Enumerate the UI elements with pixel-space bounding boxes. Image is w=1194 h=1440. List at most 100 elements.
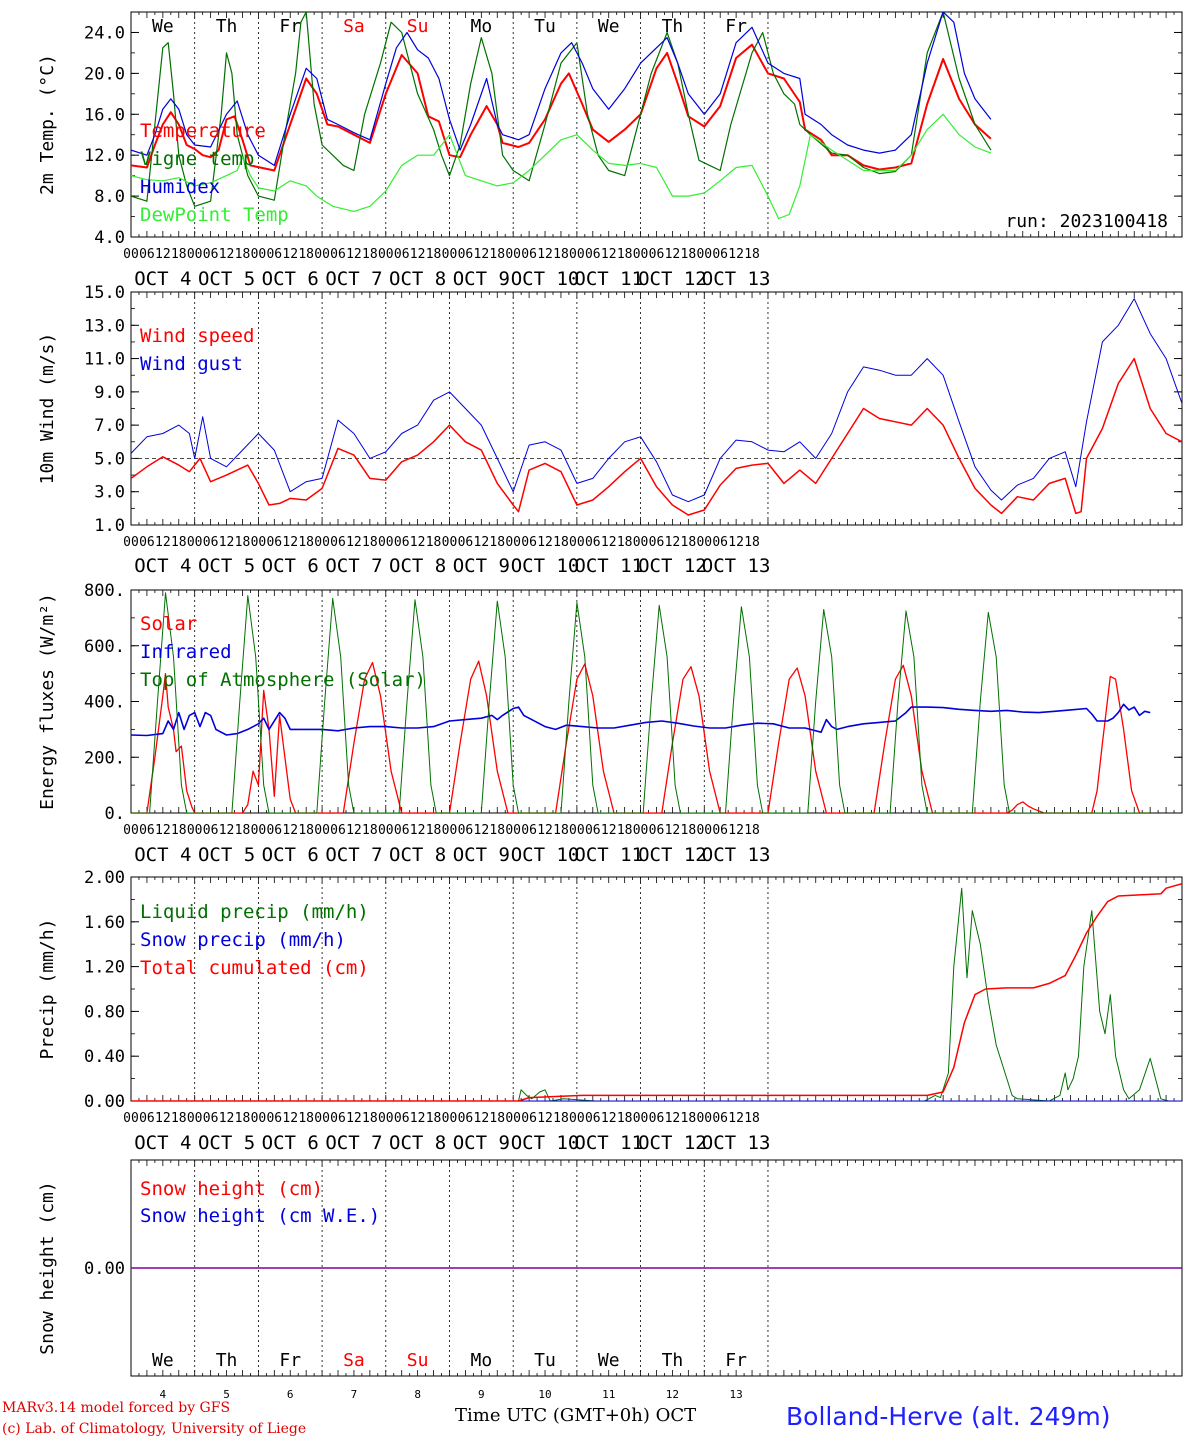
hour-tick-label: 00 <box>442 823 458 838</box>
day-label: OCT 5 <box>198 268 255 290</box>
day-label: OCT 11 <box>574 268 643 290</box>
day-label: OCT 12 <box>638 844 707 866</box>
day-number-label: 13 <box>729 1388 742 1401</box>
series-line <box>131 882 1182 1101</box>
day-label: OCT 12 <box>638 555 707 577</box>
y-tick-label: 7.0 <box>94 416 125 436</box>
day-label: OCT 4 <box>134 555 191 577</box>
hour-tick-label: 00 <box>123 535 139 550</box>
hour-tick-label: 12 <box>728 1111 744 1126</box>
panel-5: 0.00 Snow height (cm) Snow height (cm) Snow… <box>37 1159 1183 1377</box>
hour-tick-label: 00 <box>187 823 203 838</box>
hour-tick-label: 06 <box>458 1111 474 1126</box>
hour-tick-label: 06 <box>203 247 219 262</box>
hour-tick-label: 06 <box>203 535 219 550</box>
hour-tick-label: 06 <box>712 1111 728 1126</box>
y-tick-label: 400. <box>84 693 125 713</box>
day-label: OCT 13 <box>702 268 771 290</box>
hour-tick-label: 12 <box>537 535 553 550</box>
hour-tick-label: 12 <box>282 535 298 550</box>
weekday-label: Tu <box>534 1350 556 1371</box>
legend-entry: Wind speed <box>140 325 254 347</box>
hour-tick-label: 00 <box>378 247 394 262</box>
hour-tick-label: 06 <box>649 535 665 550</box>
hour-tick-label: 18 <box>235 535 251 550</box>
hour-tick-label: 00 <box>696 535 712 550</box>
hour-tick-label: 06 <box>139 247 155 262</box>
legend-entry: Temperature <box>140 120 266 142</box>
day-label: OCT 8 <box>389 844 446 866</box>
weekday-label: Mo <box>470 1350 492 1371</box>
hour-tick-label: 00 <box>442 247 458 262</box>
weekday-label: Th <box>216 1350 238 1371</box>
hour-tick-label: 18 <box>362 247 378 262</box>
hour-tick-label: 18 <box>617 535 633 550</box>
y-tick-label: 16.0 <box>84 105 125 125</box>
hour-tick-label: 06 <box>649 247 665 262</box>
y-tick-label: 9.0 <box>94 383 125 403</box>
weekday-label: We <box>598 16 620 37</box>
y-tick-label: 1.20 <box>84 958 125 978</box>
hour-tick-label: 18 <box>744 535 760 550</box>
y-tick-label: 1.60 <box>84 913 125 933</box>
hour-tick-label: 06 <box>394 823 410 838</box>
weekday-label: Fr <box>725 16 747 37</box>
y-tick-label: 1.0 <box>94 516 125 536</box>
hour-tick-label: 06 <box>203 1111 219 1126</box>
y-tick-label: 800. <box>84 581 125 601</box>
hour-tick-label: 06 <box>266 535 282 550</box>
hour-tick-label: 00 <box>569 1111 585 1126</box>
day-label: OCT 5 <box>198 844 255 866</box>
hour-tick-label: 18 <box>235 823 251 838</box>
day-label: OCT 6 <box>262 555 319 577</box>
weekday-label: We <box>598 1350 620 1371</box>
series-line <box>131 43 992 172</box>
day-number-label: 4 <box>160 1388 167 1401</box>
hour-tick-label: 00 <box>633 823 649 838</box>
series-line <box>131 113 992 220</box>
weekday-label: Sa <box>343 16 365 37</box>
hour-tick-label: 12 <box>346 1111 362 1126</box>
hour-tick-label: 06 <box>330 1111 346 1126</box>
legend-entry: Snow height (cm) <box>140 1178 323 1200</box>
day-label: OCT 13 <box>702 555 771 577</box>
day-label: OCT 10 <box>511 555 580 577</box>
hour-tick-label: 12 <box>728 247 744 262</box>
hour-tick-label: 18 <box>681 1111 697 1126</box>
day-number-label: 6 <box>287 1388 294 1401</box>
panel-1: 4.0 8.0 12.0 16.0 20.0 24.0 2m Temp. (°C) We Th F… <box>37 11 1183 290</box>
footer-copyright: (c) Lab. of Climatology, University of L… <box>2 1421 307 1437</box>
hour-tick-label: 18 <box>553 535 569 550</box>
hour-tick-label: 18 <box>235 1111 251 1126</box>
hour-tick-label: 00 <box>378 1111 394 1126</box>
hour-tick-label: 18 <box>298 823 314 838</box>
day-label: OCT 4 <box>134 844 191 866</box>
day-label: OCT 5 <box>198 555 255 577</box>
hour-tick-label: 00 <box>569 823 585 838</box>
hour-tick-label: 06 <box>458 535 474 550</box>
hour-tick-label: 18 <box>426 535 442 550</box>
day-label: OCT 8 <box>389 268 446 290</box>
legend-entry: Wind gust <box>140 353 243 375</box>
y-tick-label: 24.0 <box>84 23 125 43</box>
legend-entry: Humidex <box>140 176 220 198</box>
hour-tick-label: 12 <box>282 1111 298 1126</box>
y-tick-label: 0. <box>105 804 125 824</box>
day-label: OCT 7 <box>325 555 382 577</box>
hour-tick-label: 12 <box>537 247 553 262</box>
hour-tick-label: 12 <box>665 535 681 550</box>
hour-tick-label: 18 <box>298 1111 314 1126</box>
hour-tick-label: 06 <box>585 823 601 838</box>
hour-tick-label: 06 <box>394 535 410 550</box>
y-axis-label: Snow height (cm) <box>37 1181 58 1354</box>
legend-entry: DewPoint Temp <box>140 204 289 226</box>
day-label: OCT 9 <box>453 268 510 290</box>
hour-tick-label: 12 <box>601 247 617 262</box>
footer-model: MARv3.14 model forced by GFS <box>2 1400 231 1416</box>
day-label: OCT 9 <box>453 1132 510 1154</box>
hour-tick-label: 06 <box>139 535 155 550</box>
hour-tick-label: 00 <box>123 247 139 262</box>
y-axis-label: Energy fluxes (W/m²) <box>37 593 58 810</box>
